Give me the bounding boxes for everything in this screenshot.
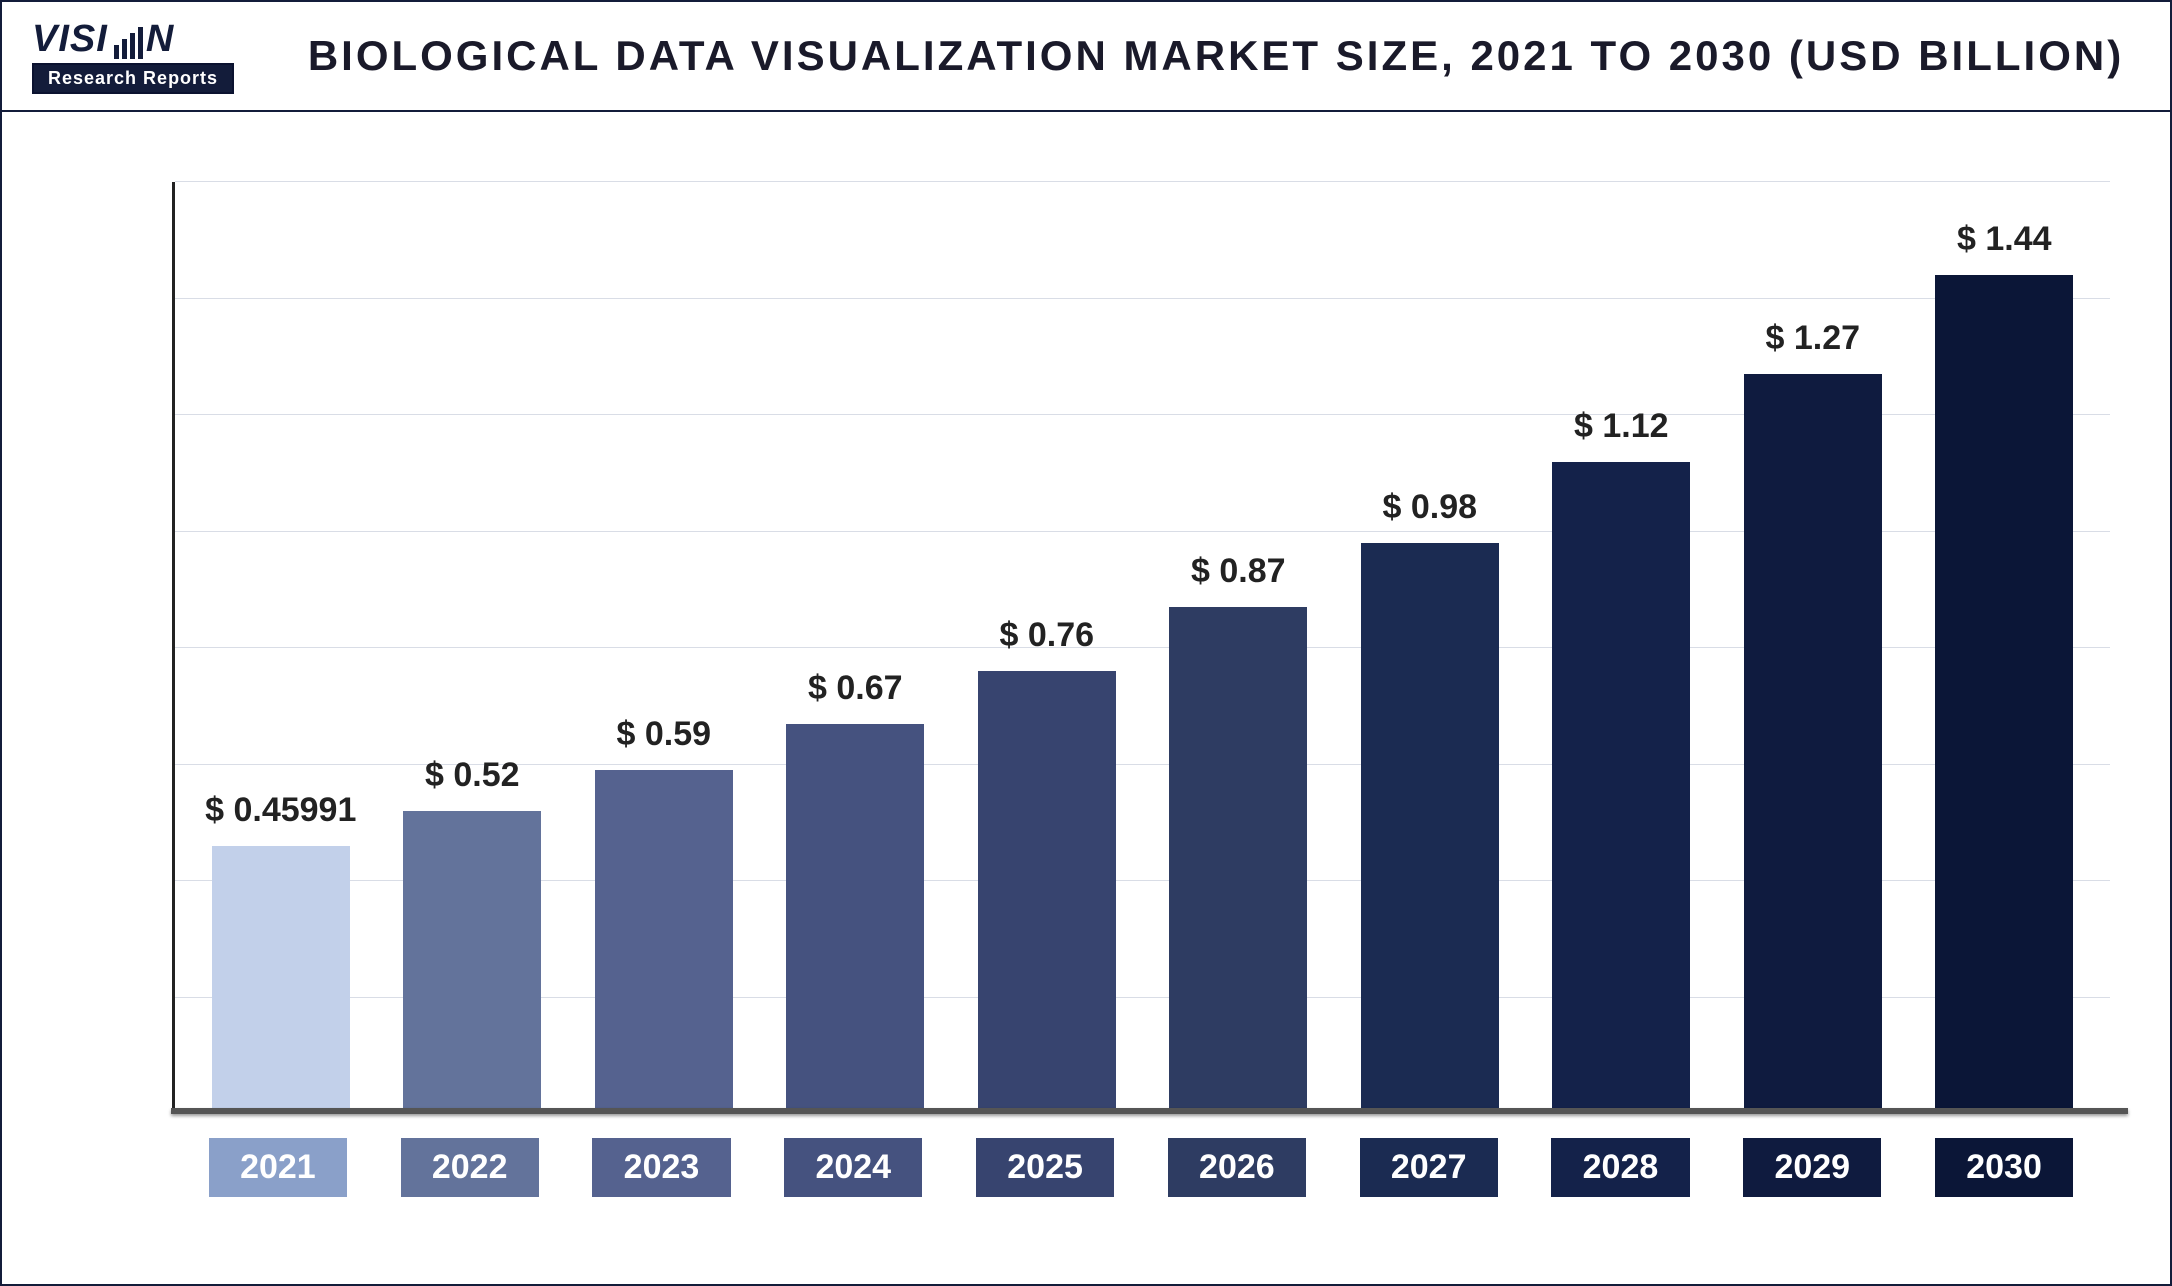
x-category-label: 2025 [976,1138,1114,1197]
x-category-label: 2030 [1935,1138,2073,1197]
bar-slot: $ 1.12 [1526,182,1718,1114]
x-slot: 2024 [757,1124,949,1204]
header: VISI N Research Reports BIOLOGICAL DATA … [2,2,2170,112]
bar-value-label: $ 0.67 [808,669,903,708]
chart-area: $ 0.45991 $ 0.52 $ 0.59 $ 0.67 $ 0.76 $ 0.87 $… [172,182,2110,1204]
bar [1744,374,1882,1114]
bar-slot: $ 0.67 [760,182,952,1114]
bar [1935,275,2073,1114]
bar [1552,462,1690,1114]
bar-slot: $ 0.45991 [185,182,377,1114]
bar-value-label: $ 0.87 [1191,552,1286,591]
bar-value-label: $ 1.44 [1957,220,2052,259]
x-category-label: 2021 [209,1138,347,1197]
bar [595,770,733,1114]
bar [1361,543,1499,1114]
plot-area: $ 0.45991 $ 0.52 $ 0.59 $ 0.67 $ 0.76 $ 0.87 $… [172,182,2110,1114]
x-axis: 2021 2022 2023 2024 2025 2026 2027 2028 2029 2030 [172,1124,2110,1204]
bar-slot: $ 1.27 [1717,182,1909,1114]
barchart-icon [112,27,146,61]
bar-value-label: $ 0.45991 [205,791,356,830]
x-slot: 2023 [566,1124,758,1204]
x-category-label: 2029 [1743,1138,1881,1197]
logo-subtitle: Research Reports [32,63,234,94]
logo-top: VISI N [32,18,174,61]
x-slot: 2030 [1908,1124,2100,1204]
chart-container: VISI N Research Reports BIOLOGICAL DATA … [0,0,2172,1286]
bar-value-label: $ 1.12 [1574,407,1669,446]
x-category-label: 2028 [1551,1138,1689,1197]
x-slot: 2028 [1525,1124,1717,1204]
x-category-label: 2022 [401,1138,539,1197]
bar-slot: $ 0.76 [951,182,1143,1114]
x-slot: 2029 [1716,1124,1908,1204]
bar [786,724,924,1114]
bar-value-label: $ 0.76 [999,616,1094,655]
bar-slot: $ 0.59 [568,182,760,1114]
x-axis-baseline [171,1108,2128,1114]
bar [1169,607,1307,1114]
bar [978,671,1116,1114]
x-category-label: 2024 [784,1138,922,1197]
bar-value-label: $ 0.98 [1382,488,1477,527]
bar-value-label: $ 0.52 [425,756,520,795]
bars: $ 0.45991 $ 0.52 $ 0.59 $ 0.67 $ 0.76 $ 0.87 $… [175,182,2110,1114]
brand-logo: VISI N Research Reports [32,16,272,96]
x-slot: 2021 [182,1124,374,1204]
bar-slot: $ 1.44 [1909,182,2101,1114]
x-slot: 2027 [1333,1124,1525,1204]
bar-value-label: $ 1.27 [1765,319,1860,358]
x-slot: 2022 [374,1124,566,1204]
x-category-label: 2026 [1168,1138,1306,1197]
bar-value-label: $ 0.59 [616,715,711,754]
x-slot: 2025 [949,1124,1141,1204]
bar-slot: $ 0.52 [377,182,569,1114]
chart-title: BIOLOGICAL DATA VISUALIZATION MARKET SIZ… [292,32,2140,80]
logo-word-part1: VISI [32,18,108,61]
logo-word-part2: N [146,18,174,61]
bar-slot: $ 0.98 [1334,182,1526,1114]
x-category-label: 2027 [1360,1138,1498,1197]
bar [403,811,541,1114]
bar-slot: $ 0.87 [1143,182,1335,1114]
x-slot: 2026 [1141,1124,1333,1204]
x-category-label: 2023 [592,1138,730,1197]
bar [212,846,350,1114]
